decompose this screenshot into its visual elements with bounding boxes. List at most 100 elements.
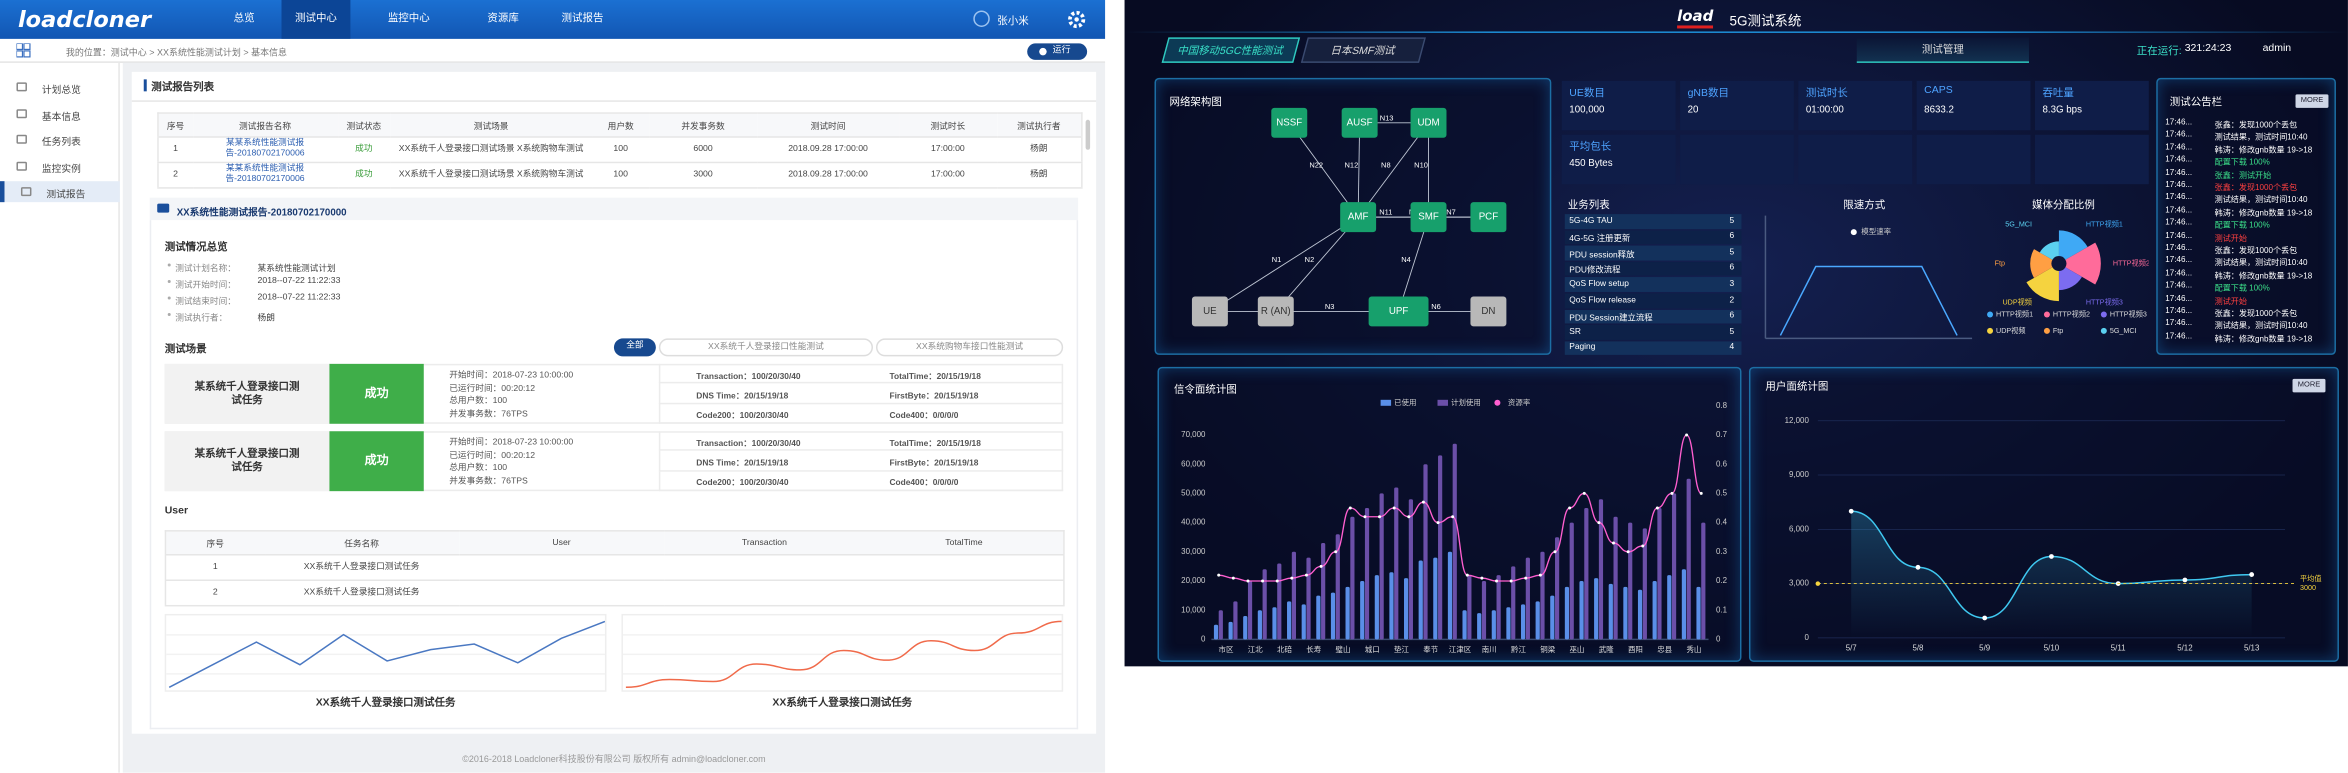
user-chart: 0 3,000 6,000 9,000 12,000 5/7 5/8 5/9 5/10 5/11 5… [1785, 416, 2322, 653]
divider [131, 100, 1097, 102]
bar [1520, 604, 1526, 640]
line-point [1915, 564, 1921, 570]
bar [1218, 610, 1223, 640]
bar [1389, 572, 1394, 640]
tab[interactable]: 日本SMF测试 [1300, 37, 1426, 63]
sidebar-item[interactable]: 监控实例 [0, 155, 120, 176]
user-name[interactable]: 张小米 [997, 16, 1029, 27]
rate-chart: 模型速率 [1764, 215, 1973, 340]
line-point [1538, 573, 1542, 577]
bar [1686, 478, 1691, 640]
rose-sector [2058, 267, 2082, 291]
line-point [1407, 515, 1411, 519]
node-label: SMF [1418, 212, 1439, 223]
x-tick-label: 黔江 [1511, 644, 1526, 654]
header-cell: 序号 [157, 113, 193, 138]
x-tick-label: 铜梁 [1540, 644, 1555, 654]
sidebar-item[interactable]: 任务列表 [0, 129, 120, 150]
notice-time: 17:46... [2165, 193, 2193, 203]
scenario-tab[interactable]: XX系统千人登录接口性能测试 [658, 338, 873, 357]
user-menu[interactable]: admin [2262, 43, 2292, 54]
more-button[interactable]: MORE [2292, 378, 2326, 393]
bar [1394, 487, 1399, 640]
nav-item[interactable]: 监控中心 [387, 13, 430, 24]
service-row: QoS Flow release 2 [1564, 293, 1742, 308]
nav-item[interactable]: 测试中心 [281, 0, 351, 39]
table-cell: 2 [165, 580, 265, 607]
scenario-tab[interactable]: XX系统购物车接口性能测试 [875, 338, 1064, 357]
scenario-metric: Code200：100/20/30/40 [696, 411, 789, 421]
bar [1623, 586, 1628, 640]
logo: loadcloner [17, 5, 152, 33]
bar [1462, 610, 1467, 640]
nav-item[interactable]: 测试报告 [561, 13, 604, 24]
table-cell: 杨朗 [996, 137, 1082, 164]
sidebar-item[interactable]: 计划总览 [0, 76, 120, 97]
menu-icon[interactable] [16, 43, 31, 58]
sidebar-label: 基本信息 [41, 111, 81, 123]
breadcrumb: 我的位置：测试中心 > XX系统性能测试计划 > 基本信息 [65, 49, 288, 59]
stat-box [1916, 134, 2031, 185]
overview-value: 某系统性能测试计划 [257, 264, 336, 274]
header-row: 序号 任务名称 User Transaction TotalTime [165, 530, 1064, 556]
node-label: NSSF [1276, 117, 1302, 128]
edge-label: N11 [1379, 208, 1392, 217]
node [1191, 296, 1228, 327]
nav-item[interactable]: 总览 [233, 13, 255, 24]
line-point [1217, 573, 1221, 577]
x-tick-label: 南川 [1482, 644, 1497, 654]
stat-box: gNB数目 20 [1680, 80, 1794, 131]
service-name: PDU Session建立流程 [1569, 314, 1653, 324]
rose-sector [2030, 249, 2053, 278]
overview-value: 2018--07-22 11:22:33 [257, 276, 341, 286]
bar [1628, 522, 1633, 640]
edge-label: N22 [1309, 160, 1323, 169]
sidebar-item[interactable]: 测试报告 [0, 181, 120, 203]
network-diagram: N22N12N13N8N10N11N7N15N1N2N4N3N6NSSFAUSF… [1191, 107, 1507, 327]
mini-chart [621, 613, 1064, 692]
scenario-name-box: 某系统千人登录接口测试任务 [164, 431, 330, 492]
bar [1564, 586, 1570, 640]
edge [1209, 216, 1359, 312]
scenario-metric: Transaction：100/20/30/40 [696, 372, 801, 382]
notice-text: 张鑫：发现1000个丢包 [2214, 121, 2298, 131]
stat-label: gNB数目 [1687, 88, 1729, 99]
line-point [1348, 506, 1352, 510]
list-title: 测试报告列表 [151, 81, 215, 93]
notice-time: 17:46... [2165, 168, 2193, 178]
overview-label: 测试结束时间： [175, 297, 236, 307]
scenario-tab[interactable]: 全部 [613, 338, 656, 357]
bar [1272, 607, 1277, 640]
y2-tick-label: 0.2 [1716, 576, 1727, 585]
legend-label: 计划使用 [1451, 397, 1481, 407]
run-button[interactable]: 运行 [1027, 42, 1088, 60]
line-point [1436, 521, 1440, 525]
legend-swatch [2043, 327, 2050, 334]
line [1851, 510, 2252, 619]
bar [1540, 551, 1545, 640]
overview-label: 测试执行者： [175, 313, 228, 323]
edge [1275, 216, 1359, 312]
more-button[interactable]: MORE [2295, 94, 2329, 108]
service-count: 5 [1729, 248, 1735, 258]
line-point [1290, 576, 1294, 580]
run-icon [1039, 47, 1047, 55]
stat-box [2034, 134, 2149, 185]
nav-item[interactable]: 资源库 [487, 13, 519, 24]
service-name: QoS Flow setup [1569, 279, 1629, 289]
settings-icon[interactable] [1066, 9, 1087, 30]
line-point [1670, 491, 1674, 495]
table-cell: 3000 [649, 162, 757, 189]
node [1271, 107, 1308, 138]
bar [1652, 580, 1657, 640]
notice-time: 17:46... [2165, 218, 2193, 228]
scenario-title: 测试场景 [164, 344, 207, 355]
tab[interactable]: 中国移动5GC性能测试 [1161, 37, 1301, 63]
header-cell: 测试执行者 [996, 113, 1082, 138]
stat-label: 平均包长 [1569, 142, 1612, 153]
sidebar-item[interactable]: 基本信息 [0, 103, 120, 124]
y-tick-label: 9,000 [1789, 470, 1809, 479]
manage-tab[interactable]: 测试管理 [1856, 37, 2029, 63]
stat-box: 平均包长 450 Bytes [1561, 134, 1676, 185]
